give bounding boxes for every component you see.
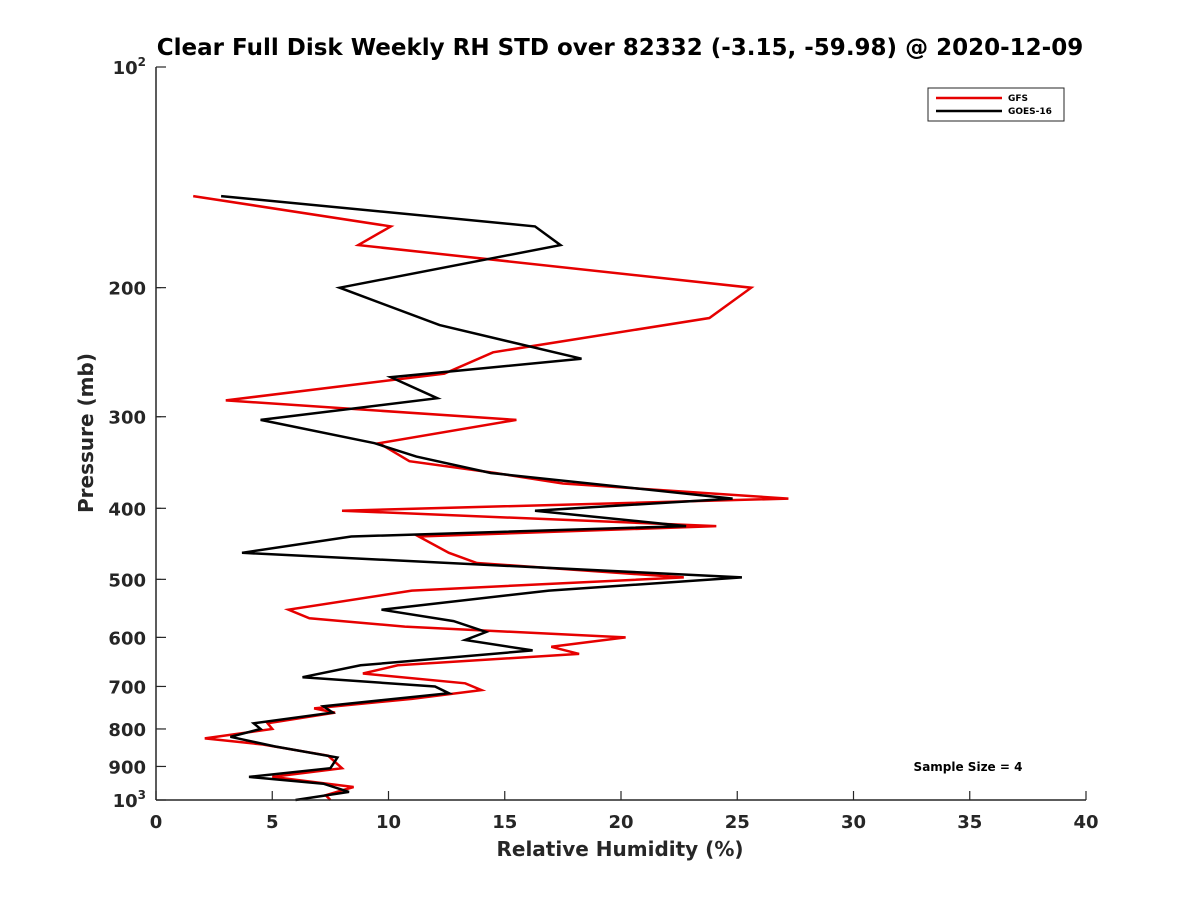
x-tick-label: 15 (492, 812, 517, 833)
y-tick-label: 700 (108, 677, 146, 698)
x-tick-label: 20 (608, 812, 633, 833)
x-tick-label: 10 (376, 812, 401, 833)
series-layer (193, 194, 789, 802)
series-line-goes16 (220, 194, 742, 802)
y-tick-label: 400 (108, 499, 146, 520)
y-tick-label: 900 (108, 757, 146, 778)
legend-label-goes16: GOES-16 (1008, 107, 1052, 117)
x-tick-label: 25 (725, 812, 750, 833)
y-tick-label: 102 (113, 55, 146, 79)
y-tick-label: 600 (108, 628, 146, 649)
x-tick-label: 0 (150, 812, 163, 833)
x-tick-label: 35 (957, 812, 982, 833)
x-tick-label: 5 (266, 812, 279, 833)
legend: GFS GOES-16 (927, 87, 1065, 122)
legend-box (927, 87, 1065, 122)
x-tick-label: 30 (841, 812, 866, 833)
legend-label-gfs: GFS (1008, 94, 1028, 104)
chart-title: Clear Full Disk Weekly RH STD over 82332… (157, 35, 1083, 61)
y-tick-label: 200 (108, 279, 146, 300)
y-tick-label: 103 (113, 788, 146, 812)
y-tick-label: 500 (108, 570, 146, 591)
x-axis-label: Relative Humidity (%) (496, 837, 743, 861)
y-axis-label: Pressure (mb) (74, 353, 98, 513)
x-tick-label: 40 (1073, 812, 1098, 833)
series-line-gfs (193, 194, 789, 801)
y-tick-label: 800 (108, 720, 146, 741)
sample-size-annotation: Sample Size = 4 (914, 760, 1023, 774)
y-tick-label: 300 (108, 408, 146, 429)
axes: 0 5 10 15 20 25 30 35 40 102 200 300 400 500 600 700 800… (108, 55, 1098, 833)
